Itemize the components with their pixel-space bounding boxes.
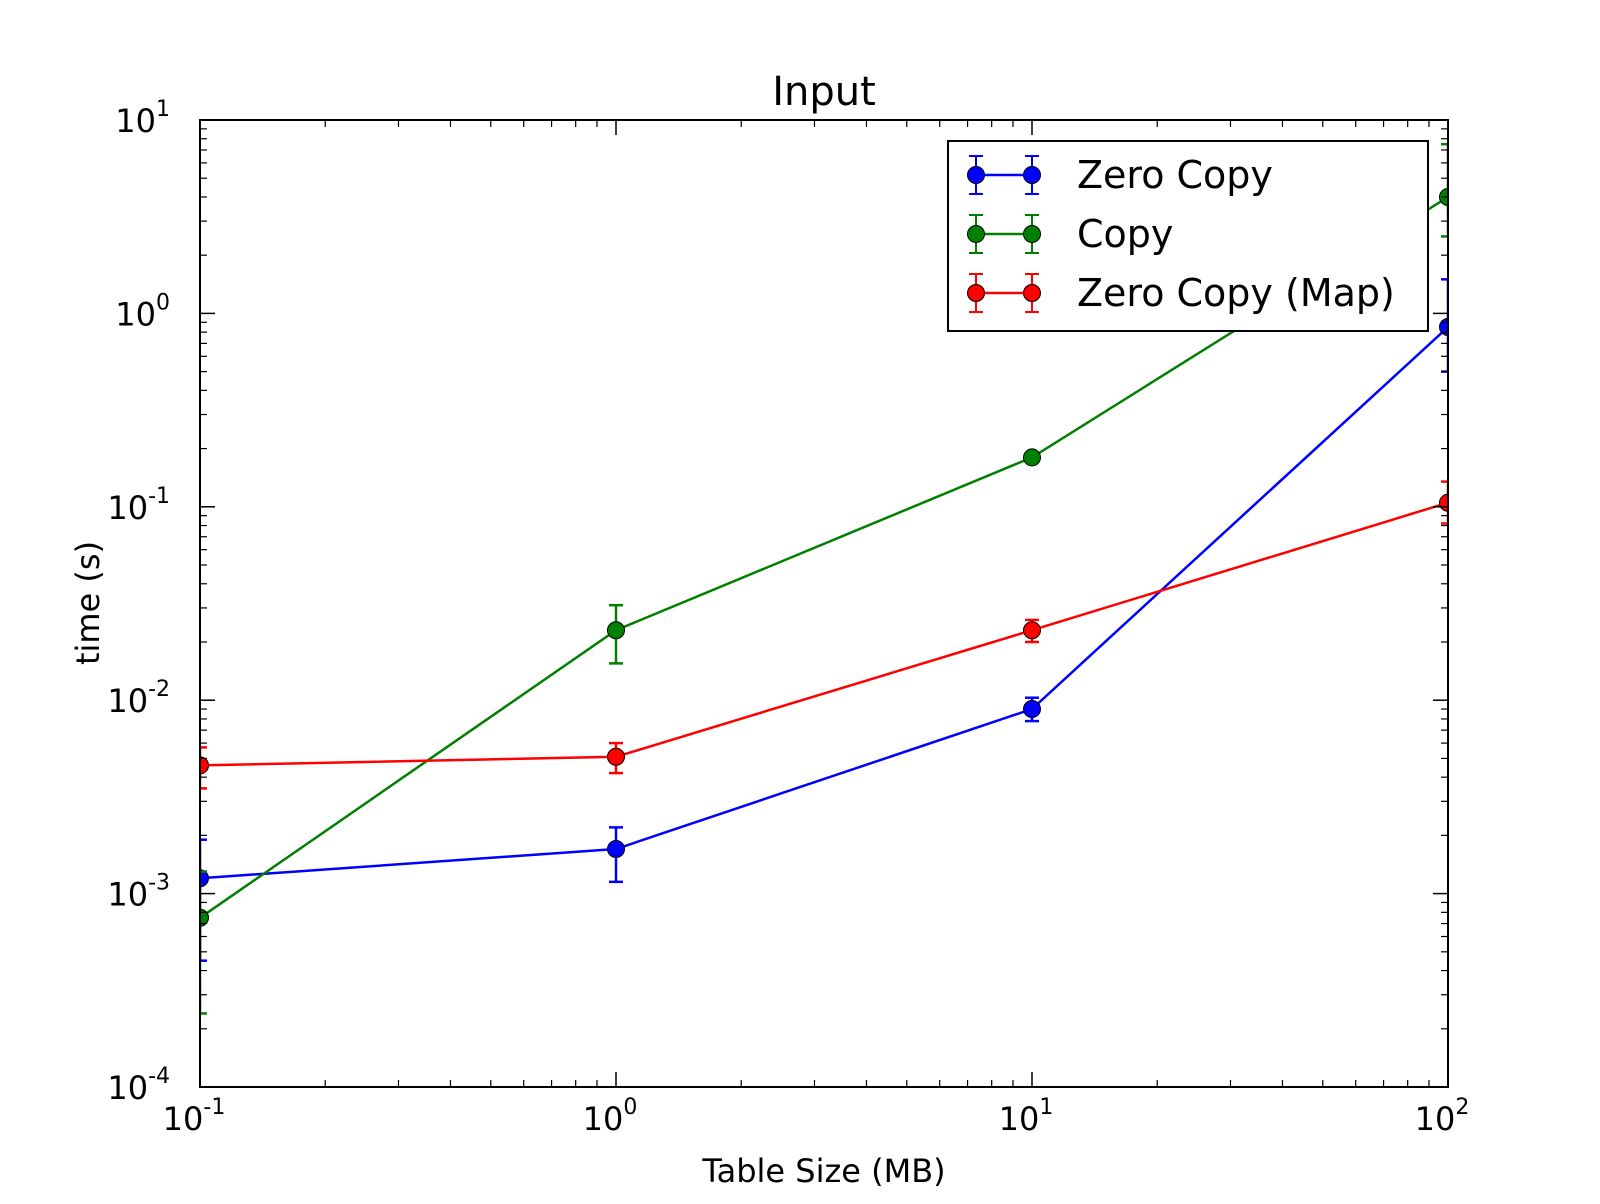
- y-tick-exponent: -2: [148, 677, 170, 702]
- legend-marker-copy: [967, 225, 985, 243]
- y-tick-exponent: 0: [156, 290, 170, 315]
- data-point-zero-copy: [1023, 700, 1041, 719]
- x-tick-label: 101: [999, 1095, 1054, 1138]
- x-tick-exponent: -1: [203, 1095, 225, 1120]
- y-tick-label: 10-3: [107, 871, 170, 914]
- legend-entry-zero-copy: Zero Copy: [967, 153, 1273, 197]
- data-point-zero-copy: [607, 840, 625, 859]
- legend-entry-zero-copy-map: Zero Copy (Map): [967, 271, 1395, 315]
- series-line-zero-copy: [200, 326, 1448, 880]
- x-tick-label: 102: [1415, 1095, 1470, 1138]
- y-tick-exponent: -3: [148, 871, 170, 896]
- legend-marker-zero-copy: [1023, 166, 1041, 184]
- y-tick-label: 10-4: [107, 1064, 170, 1107]
- y-tick-exponent: -4: [148, 1064, 170, 1089]
- x-tick-exponent: 1: [1039, 1095, 1053, 1120]
- data-point-copy: [200, 908, 209, 927]
- y-tick-label: 101: [115, 97, 170, 140]
- y-tick-exponent: 1: [156, 97, 170, 122]
- data-point-zero-copy-map: [607, 747, 625, 766]
- y-axis-label: time (s): [69, 541, 107, 665]
- y-tick-label: 100: [115, 290, 170, 333]
- legend-entry-copy: Copy: [967, 212, 1173, 256]
- series-zero-copy: [200, 278, 1448, 962]
- legend-marker-zero-copy: [967, 166, 985, 184]
- legend-label-zero-copy-map: Zero Copy (Map): [1077, 271, 1395, 315]
- y-tick-label: 10-2: [107, 677, 170, 720]
- plot-frame: [199, 119, 1449, 1088]
- data-point-copy: [1023, 448, 1041, 467]
- y-tick-exponent: -1: [148, 484, 170, 509]
- data-point-copy: [607, 621, 625, 640]
- plot-marks: [200, 142, 1448, 1015]
- legend-label-copy: Copy: [1077, 212, 1173, 256]
- legend-marker-copy: [1023, 225, 1041, 243]
- legend: Zero Copy Copy Zero Copy (Map): [947, 140, 1429, 332]
- legend-marker-zero-copy-map: [1023, 284, 1041, 302]
- x-tick-label: 10-1: [163, 1095, 226, 1138]
- x-axis-label: Table Size (MB): [701, 1152, 945, 1190]
- legend-marker-zero-copy-map: [967, 284, 985, 302]
- y-tick-label: 10-1: [107, 484, 170, 527]
- chart-title: Input: [772, 69, 876, 115]
- x-tick-exponent: 2: [1455, 1095, 1469, 1120]
- data-point-zero-copy-map: [1023, 621, 1041, 640]
- series-line-zero-copy-map: [200, 501, 1448, 767]
- series-zero-copy-map: [200, 480, 1448, 790]
- data-point-zero-copy-map: [200, 756, 209, 775]
- x-tick-label: 100: [583, 1095, 638, 1138]
- data-point-zero-copy: [200, 869, 209, 888]
- legend-label-zero-copy: Zero Copy: [1077, 153, 1273, 197]
- x-tick-exponent: 0: [623, 1095, 637, 1120]
